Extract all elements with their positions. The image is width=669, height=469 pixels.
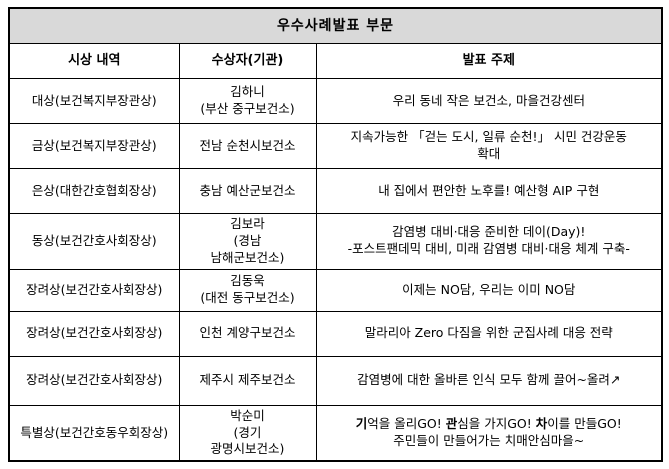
award-cell: 장려상(보건간호사회장상) <box>8 310 180 357</box>
table-row: 특별상(보건간호동우회장상) 박순미 (경기 광명시보건소) 기억을 올리GO! 관… <box>8 404 663 462</box>
awards-table-body: 대상(보건복지부장관상) 김하니 (부산 중구보건소) 우리 동네 작은 보건소, … <box>8 78 663 462</box>
table-row: 장려상(보건간호사회장상) 제주시 제주보건소 감염병에 대한 올바른 인식 모두 … <box>8 355 663 406</box>
table-row: 금상(보건복지부장관상) 전남 순천시보건소 지속가능한 「걷는 도시, 일류 순천… <box>8 123 663 169</box>
winner-cell: 김하니 (부산 중구보건소) <box>178 78 317 124</box>
column-header-topic: 발표 주제 <box>315 43 663 79</box>
winner-cell: 김동욱 (대전 동구보건소) <box>178 268 317 312</box>
column-header-winner: 수상자(기관) <box>178 43 317 79</box>
column-header-award: 시상 내역 <box>8 43 180 79</box>
table-row: 대상(보건복지부장관상) 김하니 (부산 중구보건소) 우리 동네 작은 보건소, … <box>8 78 663 124</box>
topic-cell: 우리 동네 작은 보건소, 마을건강센터 <box>315 78 663 124</box>
topic-segment: 차 <box>535 416 548 432</box>
topic-cell: 기억을 올리GO! 관심을 가지GO! 차이를 만들GO! 주민들이 만들어가는… <box>315 404 663 462</box>
award-cell: 은상(대한간호협회장상) <box>8 168 180 214</box>
topic-segment: 관 <box>445 416 458 432</box>
winner-cell: 충남 예산군보건소 <box>178 168 317 214</box>
awards-table: 우수사례발표 부문 시상 내역 수상자(기관) 발표 주제 대상(보건복지부장관… <box>8 7 664 463</box>
award-cell: 장려상(보건간호사회장상) <box>8 355 180 406</box>
award-cell: 특별상(보건간호동우회장상) <box>8 404 180 462</box>
topic-cell: 내 집에서 편안한 노후를! 예산형 AIP 구현 <box>315 168 663 214</box>
award-cell: 대상(보건복지부장관상) <box>8 78 180 124</box>
winner-cell: 김보라 (경남 남해군보건소) <box>178 213 317 270</box>
table-title-row: 우수사례발표 부문 <box>8 7 663 44</box>
topic-cell: 이제는 NO담, 우리는 이미 NO담 <box>315 268 663 312</box>
column-header-row: 시상 내역 수상자(기관) 발표 주제 <box>8 43 663 79</box>
award-cell: 금상(보건복지부장관상) <box>8 123 180 169</box>
topic-cell: 감염병에 대한 올바른 인식 모두 함께 끌어~올려↗ <box>315 355 663 406</box>
topic-segment: 이를 만들GO! 주민들이 만들어가는 치매안심마을~ <box>393 416 622 448</box>
winner-cell: 제주시 제주보건소 <box>178 355 317 406</box>
table-row: 장려상(보건간호사회장상) 김동욱 (대전 동구보건소) 이제는 NO담, 우리는 … <box>8 268 663 312</box>
table-row: 동상(보건간호사회장상) 김보라 (경남 남해군보건소) 감염병 대비·대응 준비한… <box>8 213 663 270</box>
winner-cell: 박순미 (경기 광명시보건소) <box>178 404 317 462</box>
award-cell: 장려상(보건간호사회장상) <box>8 268 180 312</box>
topic-cell: 말라리아 Zero 다짐을 위한 군집사례 대응 전략 <box>315 310 663 357</box>
award-cell: 동상(보건간호사회장상) <box>8 213 180 270</box>
table-row: 장려상(보건간호사회장상) 인천 계양구보건소 말라리아 Zero 다짐을 위한 군… <box>8 310 663 357</box>
winner-cell: 인천 계양구보건소 <box>178 310 317 357</box>
table-row: 은상(대한간호협회장상) 충남 예산군보건소 내 집에서 편안한 노후를! 예산형 … <box>8 168 663 214</box>
topic-segment: 기 <box>355 416 368 432</box>
topic-segment: 억을 올리GO! <box>367 416 446 432</box>
topic-cell: 지속가능한 「걷는 도시, 일류 순천!」 시민 건강운동 확대 <box>315 123 663 169</box>
topic-cell: 감염병 대비·대응 준비한 데이(Day)! -포스트팬데믹 대비, 미래 감염… <box>315 213 663 270</box>
topic-segment: 심을 가지GO! <box>457 416 536 432</box>
winner-cell: 전남 순천시보건소 <box>178 123 317 169</box>
table-title: 우수사례발표 부문 <box>8 7 663 44</box>
